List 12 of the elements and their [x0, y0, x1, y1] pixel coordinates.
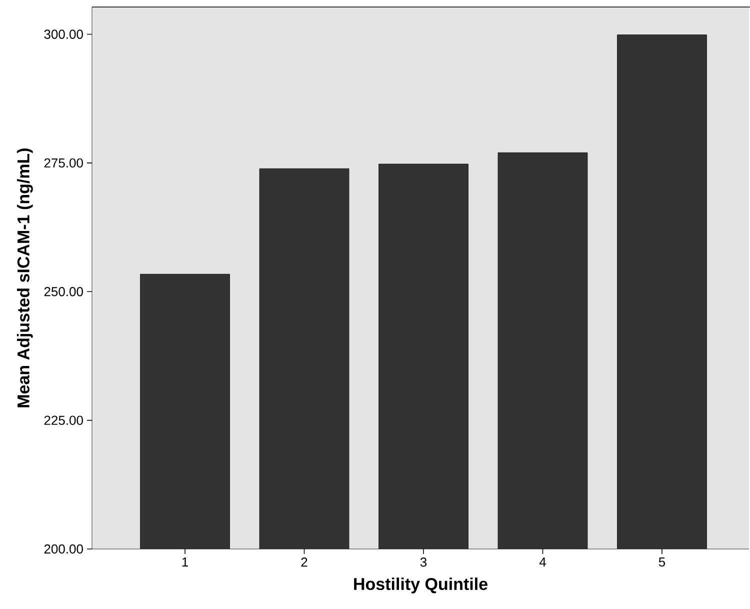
x-axis-title: Hostility Quintile	[354, 578, 488, 594]
y-tick-label: 275.00	[44, 158, 83, 168]
y-tick-label: 200.00	[44, 544, 83, 554]
y-axis-title: Mean Adjusted sICAM-1 (ng/mL)	[16, 148, 33, 408]
x-tick-label: 2	[301, 558, 308, 567]
y-tick-label: 225.00	[44, 416, 83, 425]
x-tick-label: 3	[420, 558, 427, 567]
x-tick-label: 4	[539, 558, 546, 566]
y-tick-label: 250.00	[44, 287, 83, 296]
y-tick-label: 300.00	[44, 30, 83, 39]
x-tick-label: 1	[182, 558, 188, 566]
x-tick-label: 5	[658, 558, 666, 567]
